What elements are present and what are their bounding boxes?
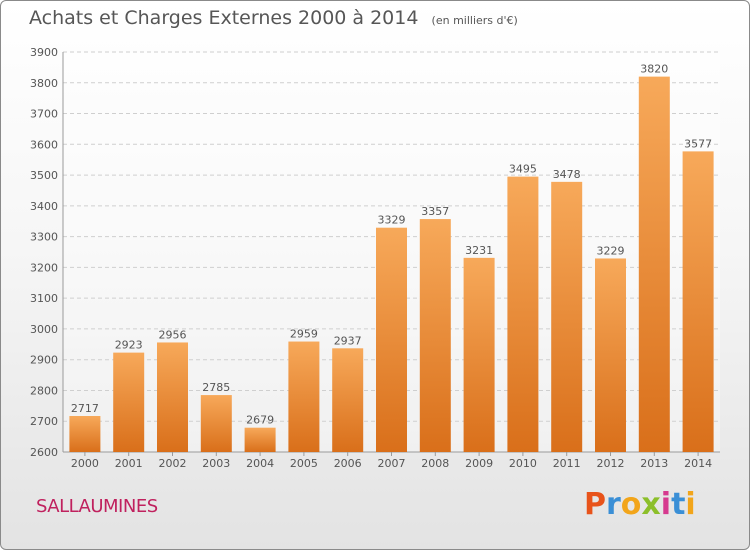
bar-value-label: 2679 — [246, 414, 274, 427]
bar-value-label: 2959 — [290, 328, 318, 341]
logo-letter: i — [685, 487, 696, 522]
bar — [595, 258, 626, 452]
chart-subtitle: (en milliers d'€) — [431, 14, 518, 27]
x-tick-label: 2003 — [202, 457, 230, 470]
bar — [200, 395, 232, 452]
bar-value-label: 3231 — [465, 244, 493, 257]
bar — [157, 342, 188, 452]
y-tick-label: 3900 — [30, 46, 58, 59]
y-tick-label: 3600 — [30, 138, 58, 151]
bar — [288, 341, 320, 452]
y-tick-label: 3200 — [30, 261, 58, 274]
bar-value-label: 2785 — [202, 381, 230, 394]
x-tick-label: 2006 — [334, 457, 362, 470]
logo-letter: x — [641, 487, 661, 522]
logo-letter: r — [606, 487, 621, 522]
bar — [113, 352, 145, 452]
y-tick-label: 2900 — [30, 354, 58, 367]
bar-value-label: 3357 — [421, 205, 449, 218]
x-tick-label: 2014 — [684, 457, 712, 470]
proxiti-logo: Proxiti — [584, 487, 696, 522]
y-tick-label: 3300 — [30, 231, 58, 244]
bar — [638, 76, 670, 452]
chart-title: Achats et Charges Externes 2000 à 2014 — [29, 7, 419, 29]
x-tick-label: 2001 — [115, 457, 143, 470]
bar — [244, 427, 276, 452]
x-tick-label: 2009 — [465, 457, 493, 470]
x-tick-label: 2005 — [290, 457, 318, 470]
y-tick-label: 3400 — [30, 200, 58, 213]
x-tick-label: 2012 — [597, 457, 625, 470]
x-tick-label: 2013 — [640, 457, 668, 470]
y-tick-label: 2800 — [30, 384, 58, 397]
bar — [376, 227, 407, 452]
title-row: Achats et Charges Externes 2000 à 2014 (… — [29, 7, 518, 29]
bar — [419, 219, 451, 452]
y-tick-label: 3800 — [30, 77, 58, 90]
y-tick-label: 3000 — [30, 323, 58, 336]
y-tick-label: 2700 — [30, 415, 58, 428]
bar-value-label: 3577 — [684, 137, 712, 150]
logo-letter: P — [584, 487, 606, 522]
x-tick-label: 2004 — [246, 457, 274, 470]
logo-letter: i — [660, 487, 672, 522]
bar-value-label: 2937 — [334, 334, 362, 347]
bar — [507, 176, 539, 452]
bar — [332, 348, 364, 452]
bar-value-label: 3820 — [640, 63, 668, 76]
bar — [69, 416, 101, 452]
x-tick-label: 2000 — [71, 457, 99, 470]
x-tick-label: 2008 — [421, 457, 449, 470]
y-tick-label: 3100 — [30, 292, 58, 305]
bar-value-label: 3478 — [553, 168, 581, 181]
bar-value-label: 3329 — [378, 214, 406, 227]
y-tick-label: 3700 — [30, 108, 58, 121]
bar — [551, 181, 583, 452]
bar-value-label: 2956 — [159, 328, 187, 341]
bar — [682, 151, 714, 452]
x-tick-label: 2010 — [509, 457, 537, 470]
commune-name: SALLAUMINES — [36, 496, 158, 517]
logo-letter: o — [620, 487, 642, 522]
x-tick-label: 2011 — [553, 457, 581, 470]
bar-value-label: 2923 — [115, 339, 143, 352]
bar-value-label: 2717 — [71, 402, 99, 415]
x-tick-label: 2007 — [378, 457, 406, 470]
y-tick-label: 3500 — [30, 169, 58, 182]
bar — [463, 257, 495, 452]
y-tick-label: 2600 — [30, 446, 58, 459]
bar-value-label: 3229 — [597, 244, 625, 257]
bar-value-label: 3495 — [509, 163, 537, 176]
logo-letter: t — [671, 487, 686, 522]
x-tick-label: 2002 — [159, 457, 187, 470]
